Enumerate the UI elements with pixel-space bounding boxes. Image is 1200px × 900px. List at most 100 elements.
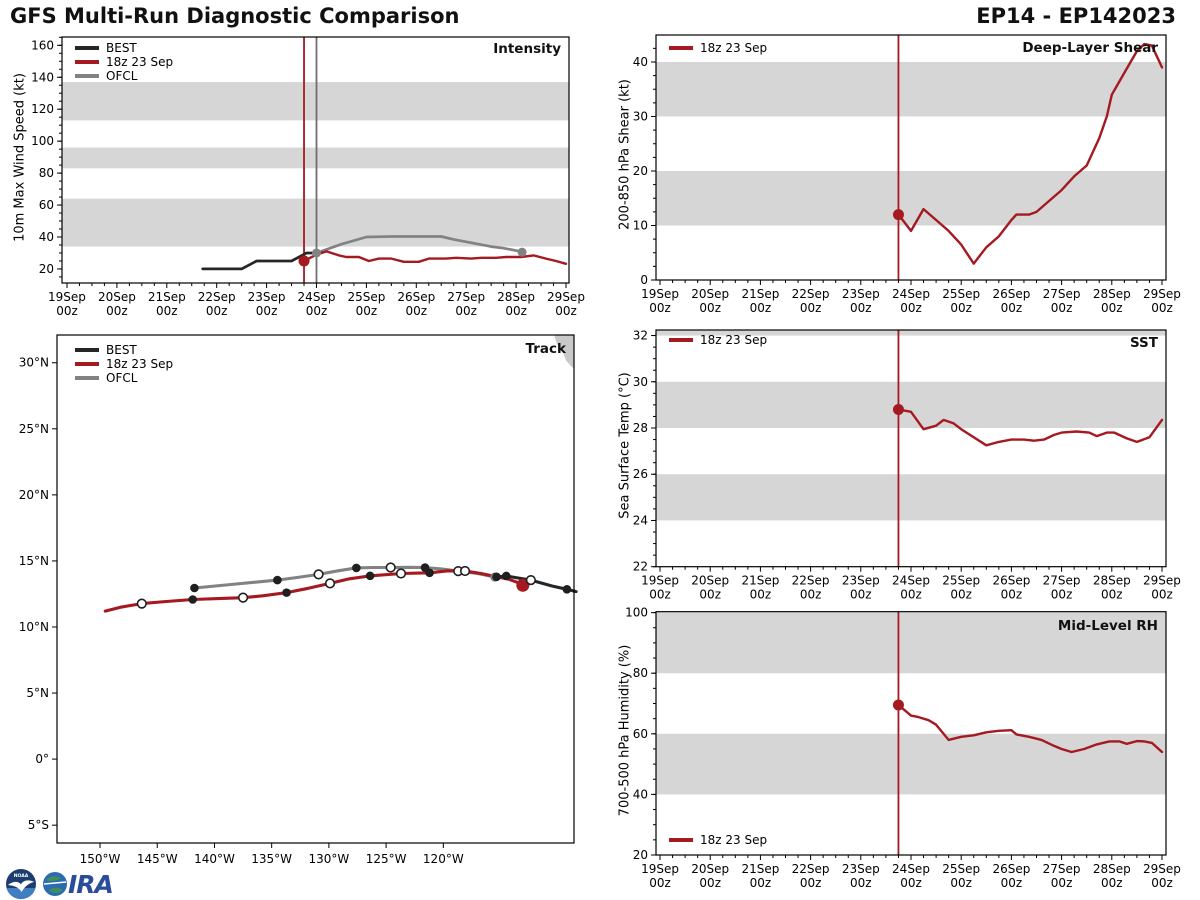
x-tick-sublabel: 00z [900,301,922,315]
y-tick-label: 26 [633,467,648,481]
y-tick-label: 100 [31,134,54,148]
x-tick-label: 25Sep [942,287,980,301]
position-marker-00z [425,568,434,578]
x-tick-label: 20Sep [691,862,729,876]
x-tick-label: 29Sep [547,290,585,304]
position-marker-12z [525,574,536,586]
x-tick-sublabel: 00z [850,588,872,602]
x-tick-sublabel: 00z [950,588,972,602]
legend-item-best: BEST [75,41,173,55]
longitude-tick-label: 135°W [251,852,292,866]
x-tick-label: 19Sep [641,574,679,588]
sst-y-label: Sea Surface Temp (°C) [617,372,633,519]
x-tick-label: 27Sep [1043,287,1081,301]
x-tick-sublabel: 00z [800,588,822,602]
x-tick-label: 27Sep [1043,574,1081,588]
x-tick-label: 20Sep [691,287,729,301]
x-tick-sublabel: 00z [649,876,671,890]
y-tick-label: 60 [39,198,54,212]
position-marker-00z [188,595,198,604]
intensity-y-label: 10m Max Wind Speed (kt) [12,73,28,242]
legend-label: 18z 23 Sep [106,55,174,69]
x-tick-sublabel: 00z [649,588,671,602]
cira-globe-icon [43,872,67,896]
series-line-18z-23-sep [897,703,1164,754]
track-panel-title: Track [525,341,566,357]
position-marker-12z [324,578,336,589]
x-tick-label: 22Sep [792,574,830,588]
category-band [62,147,569,169]
position-marker-00z [492,572,501,582]
x-tick-label: 26Sep [992,287,1030,301]
x-tick-sublabel: 00z [1051,588,1073,602]
x-tick-label: 21Sep [741,287,779,301]
y-tick-label: 20 [39,262,54,276]
intensity-panel: 19Sep00z20Sep00z21Sep00z22Sep00z23Sep00z… [31,36,585,318]
forecast-line-swatch [669,838,693,842]
x-tick-sublabel: 00z [256,304,278,318]
latitude-tick-label: 5°S [28,818,49,832]
y-tick-label: 40 [39,230,54,244]
x-tick-label: 29Sep [1143,862,1181,876]
position-marker-12z [395,568,407,579]
longitude-tick-label: 125°W [366,852,407,866]
panel-frame [655,329,1167,568]
legend-label: OFCL [106,371,138,385]
y-tick-label: 40 [633,55,648,69]
best-line-swatch [75,46,99,50]
x-tick-label: 24Sep [892,287,930,301]
x-tick-sublabel: 00z [56,304,78,318]
y-tick-label: 32 [633,329,648,343]
x-tick-sublabel: 00z [455,304,477,318]
x-tick-sublabel: 00z [800,876,822,890]
x-tick-sublabel: 00z [699,301,721,315]
latitude-tick-label: 20°N [19,488,49,502]
x-tick-sublabel: 00z [555,304,577,318]
x-tick-sublabel: 00z [850,876,872,890]
y-tick-label: 40 [633,787,648,801]
legend-item-best: BEST [75,343,173,357]
x-tick-label: 28Sep [1093,574,1131,588]
x-tick-sublabel: 00z [699,876,721,890]
longitude-tick-label: 145°W [137,852,178,866]
series-line-ofcl [315,235,524,255]
track-panel: 150°W 145°W 140°W 135°W 130°W 125°W 120°W 30°N 2… [19,334,578,866]
y-tick-label: 24 [633,513,648,527]
y-tick-label: 20 [633,848,648,862]
rh-panel: 19Sep00z20Sep00z21Sep00z22Sep00z23Sep00z… [625,606,1181,890]
x-tick-label: 27Sep [1043,862,1081,876]
rh-legend: 18z 23 Sep [669,833,767,847]
position-marker-00z [365,571,375,581]
series-marker-ofcl [311,248,321,258]
legend-label: OFCL [106,69,138,83]
position-marker-12z [313,569,324,580]
position-marker-00z [501,571,511,581]
x-tick-label: 25Sep [347,290,385,304]
x-tick-sublabel: 00z [699,588,721,602]
forecast-line-swatch [669,46,693,50]
y-tick-label: 28 [633,421,648,435]
category-band [62,198,569,247]
rh-y-label: 700-500 hPa Humidity (%) [617,644,633,817]
track-line-18z-23-sep [103,569,525,613]
rh-panel-title: Mid-Level RH [1057,618,1158,634]
latitude-tick-label: 15°N [19,554,49,568]
series-marker-18z-23-sep [892,209,904,221]
y-tick-label: 10 [633,218,648,232]
position-marker-12z [136,598,147,609]
x-tick-sublabel: 00z [1051,301,1073,315]
y-tick-label: 80 [39,166,54,180]
series-marker-18z-23-sep [892,404,904,416]
legend-label: BEST [106,343,137,357]
y-tick-label: 140 [31,70,54,84]
longitude-tick-label: 140°W [194,852,235,866]
x-tick-label: 23Sep [842,574,880,588]
x-tick-sublabel: 00z [1151,876,1173,890]
longitude-tick-label: 130°W [308,852,349,866]
legend-label: 18z 23 Sep [106,357,174,371]
x-tick-sublabel: 00z [1151,301,1173,315]
x-tick-sublabel: 00z [800,301,822,315]
best-line-swatch [75,348,99,352]
x-tick-label: 26Sep [992,574,1030,588]
